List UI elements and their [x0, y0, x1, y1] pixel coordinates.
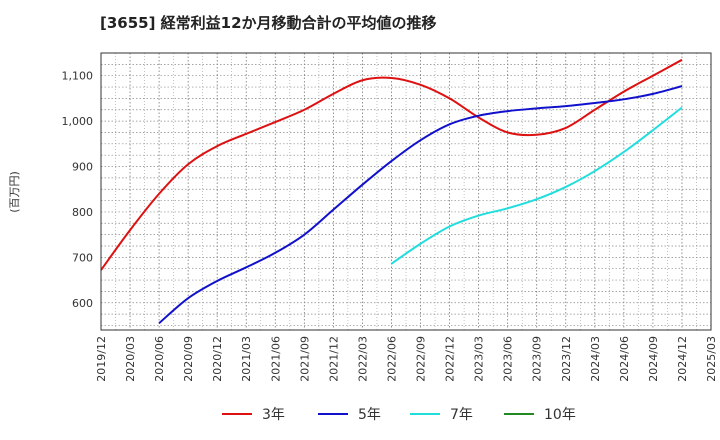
x-tick-label: 2023/12	[560, 336, 573, 382]
x-tick-label: 2022/12	[444, 336, 457, 382]
x-axis: 2019/12 2020/03 2020/06 2020/09 2020/12 2021/…	[95, 336, 718, 382]
x-tick-label: 2022/06	[385, 336, 398, 382]
x-tick-label: 2020/03	[124, 336, 137, 382]
x-tick-label: 2020/12	[211, 336, 224, 382]
plot-frame	[100, 52, 712, 331]
y-tick-label: 1,100	[62, 70, 94, 83]
chart-title: [3655] 経常利益12か月移動合計の平均値の推移	[100, 14, 437, 32]
series-line-7年	[390, 106, 683, 265]
legend-label-5年: 5年	[358, 407, 381, 423]
legend: 3年 5年 7年 10年	[222, 407, 576, 423]
y-tick-label: 600	[72, 297, 93, 310]
x-tick-label: 2022/09	[415, 336, 428, 382]
y-tick-label: 1,000	[62, 115, 94, 128]
series-layer	[100, 58, 683, 324]
x-tick-label: 2021/03	[240, 336, 253, 382]
series-line-3年	[100, 58, 683, 271]
x-tick-label: 2020/06	[153, 336, 166, 382]
x-tick-label: 2021/06	[269, 336, 282, 382]
x-tick-label: 2024/12	[676, 336, 689, 382]
legend-label-3年: 3年	[262, 407, 285, 423]
legend-label-10年: 10年	[544, 407, 576, 423]
x-tick-label: 2020/09	[182, 336, 195, 382]
series-line-5年	[158, 85, 683, 324]
y-tick-label: 700	[72, 251, 93, 264]
x-tick-label: 2023/03	[473, 336, 486, 382]
x-tick-label: 2021/12	[327, 336, 340, 382]
legend-label-7年: 7年	[450, 407, 473, 423]
x-tick-label: 2024/06	[618, 336, 631, 382]
x-tick-label: 2021/09	[298, 336, 311, 382]
y-axis: 600 700 800 900 1,000 1,100	[62, 70, 94, 310]
x-tick-label: 2024/03	[589, 336, 602, 382]
y-tick-label: 800	[72, 206, 93, 219]
x-tick-label: 2019/12	[95, 336, 108, 382]
x-tick-label: 2025/03	[705, 336, 718, 382]
x-tick-label: 2023/09	[531, 336, 544, 382]
x-tick-label: 2024/09	[647, 336, 660, 382]
y-axis-label: (百万円)	[8, 171, 21, 213]
x-tick-label: 2023/06	[502, 336, 515, 382]
y-tick-label: 900	[72, 161, 93, 174]
x-tick-label: 2022/03	[356, 336, 369, 382]
